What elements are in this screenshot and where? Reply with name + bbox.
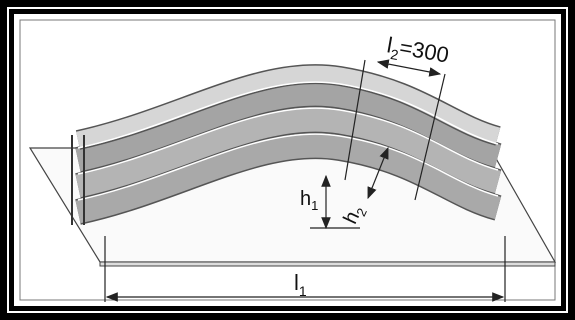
diagram: l2=300 h1 h2 l1 — [0, 0, 575, 320]
page: {"labels": { "l2": {"base": "l", "sub": … — [0, 0, 575, 320]
plate-edge — [100, 262, 555, 266]
